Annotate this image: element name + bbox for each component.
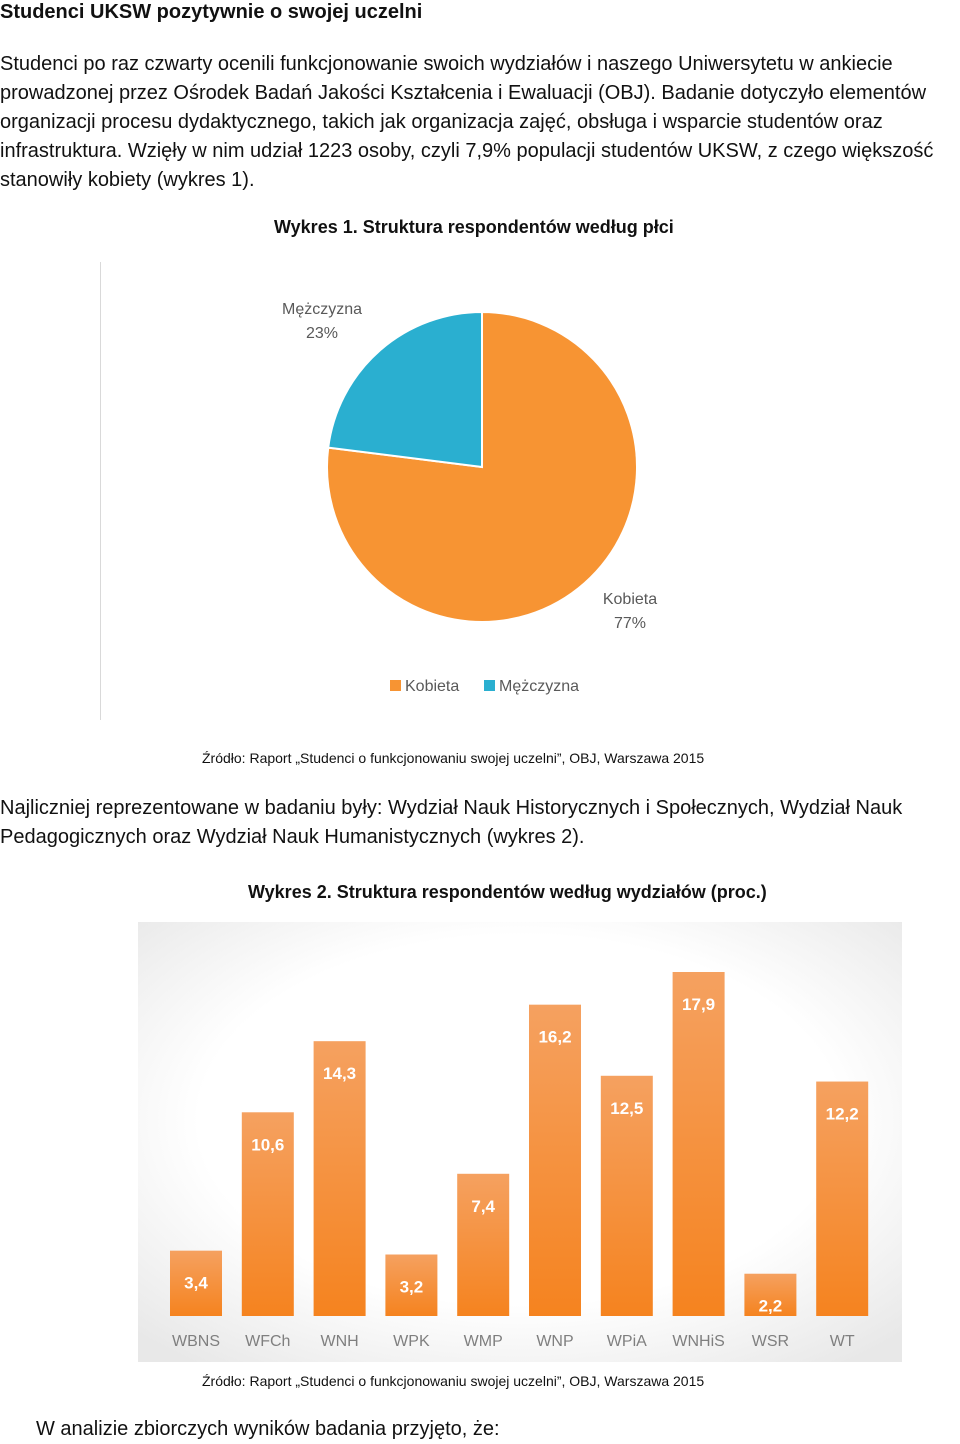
category-label: WSR: [752, 1333, 789, 1350]
bar-wt: [816, 1081, 869, 1316]
bar-value-label: 12,2: [826, 1105, 859, 1124]
closing-sentence: W analizie zbiorczych wyników badania pr…: [36, 1418, 500, 1440]
bar-wnh: [313, 1041, 366, 1316]
figure-1-title: Wykres 1. Struktura respondentów według …: [274, 217, 674, 237]
category-label: WT: [830, 1333, 855, 1350]
bar-wfch: [241, 1112, 294, 1316]
faculty-bar-chart: 3,4 WBNS 10,6 WFCh 14,3 WNH 3,2 WPK 7,4 WMP 16,2 WN…: [138, 922, 902, 1362]
bar-value-label: 16,2: [538, 1028, 571, 1047]
category-label: WMP: [464, 1333, 503, 1350]
bar-wpia: [600, 1075, 653, 1316]
legend-swatch-0: [390, 680, 401, 691]
bar-value-label: 12,5: [610, 1099, 643, 1118]
bar-wsr: [744, 1273, 797, 1316]
legend-label-0: Kobieta: [405, 678, 459, 695]
bar-value-label: 3,4: [184, 1274, 208, 1293]
legend-swatch-1: [484, 680, 495, 691]
category-label: WBNS: [172, 1333, 220, 1350]
category-label: WFCh: [245, 1333, 290, 1350]
figure-2-source: Źródło: Raport „Studenci o funkcjonowani…: [202, 1373, 705, 1389]
intro-paragraph: Studenci po raz czwarty ocenili funkcjon…: [0, 53, 934, 191]
category-label: WNP: [536, 1333, 573, 1350]
chart-frame-line: [100, 262, 101, 720]
bar-wmp: [457, 1173, 510, 1316]
bar-value-label: 10,6: [251, 1135, 284, 1154]
bar-value-label: 14,3: [323, 1064, 356, 1083]
category-label: WPiA: [607, 1333, 647, 1350]
bar-wnhis: [672, 972, 725, 1316]
pie-label-1: Mężczyzna: [282, 301, 362, 318]
gender-pie-chart: Kobieta 77% Mężczyzna 23% Kobieta Mężczyzna: [100, 262, 660, 722]
pie-slice-mczyzna: [327, 310, 483, 469]
category-label: WNHiS: [672, 1333, 724, 1350]
pie-slice-kobieta: [326, 310, 638, 623]
bar-wnp: [529, 1004, 581, 1316]
bar-value-label: 2,2: [759, 1297, 783, 1316]
category-label: WNH: [320, 1333, 358, 1350]
bar-value-label: 7,4: [471, 1197, 495, 1216]
figure-1-source: Źródło: Raport „Studenci o funkcjonowani…: [202, 750, 705, 766]
pie-value-label-0: 77%: [614, 615, 646, 632]
pie-chart-svg: Kobieta 77% Mężczyzna 23% Kobieta Mężczyzna: [282, 301, 657, 695]
bar-value-label: 17,9: [682, 995, 715, 1014]
pie-value-label-1: 23%: [306, 325, 338, 342]
faculty-paragraph: Najliczniej reprezentowane w badaniu był…: [0, 797, 903, 848]
pie-label-0: Kobieta: [603, 591, 657, 608]
figure-2-title: Wykres 2. Struktura respondentów według …: [248, 882, 767, 902]
bar-wbns: [170, 1250, 222, 1316]
legend-label-1: Mężczyzna: [499, 678, 579, 695]
bar-wpk: [385, 1254, 438, 1316]
bar-value-label: 3,2: [400, 1278, 424, 1297]
bar-chart-svg: 3,4 WBNS 10,6 WFCh 14,3 WNH 3,2 WPK 7,4 WMP 16,2 WN…: [138, 922, 902, 1362]
article-heading: Studenci UKSW pozytywnie o swojej uczeln…: [0, 1, 423, 23]
category-label: WPK: [393, 1333, 430, 1350]
